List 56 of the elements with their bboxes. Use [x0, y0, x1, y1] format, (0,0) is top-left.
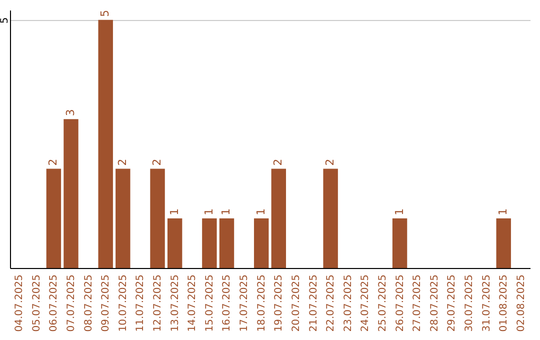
x-tick-label: 15.07.2025: [204, 274, 216, 332]
x-tick-label: 16.07.2025: [222, 274, 233, 332]
x-tick-label: 31.07.2025: [481, 274, 492, 332]
data-label: 1: [220, 208, 233, 216]
x-tick-label: 04.07.2025: [14, 274, 26, 332]
data-label: 2: [116, 158, 129, 166]
x-tick-label: 23.07.2025: [342, 274, 354, 332]
x-tick-label: 25.07.2025: [377, 274, 388, 332]
data-label: 5: [98, 10, 112, 17]
x-tick-label: 17.07.2025: [239, 274, 250, 332]
bar: [496, 218, 511, 268]
x-tick-label: 28.07.2025: [429, 274, 440, 332]
data-label: 1: [254, 208, 268, 216]
x-tick-label: 18.07.2025: [256, 274, 268, 332]
x-tick-label: 21.07.2025: [308, 274, 320, 332]
bar: [98, 20, 113, 268]
data-label: 2: [150, 158, 164, 166]
x-tick-label: 24.07.2025: [360, 274, 372, 332]
x-tick-label: 10.07.2025: [118, 274, 129, 332]
x-tick-label: 13.07.2025: [170, 274, 181, 332]
x-tick-label: 11.07.2025: [135, 274, 146, 332]
x-tick-label: 22.07.2025: [326, 274, 337, 332]
bar: [202, 218, 217, 268]
x-tick-label: 29.07.2025: [446, 274, 458, 332]
x-tick-label: 27.07.2025: [412, 274, 424, 332]
x-tick-label: 07.07.2025: [66, 274, 77, 332]
data-label: 2: [324, 158, 337, 166]
bar: [271, 168, 286, 268]
data-label: 2: [46, 158, 60, 166]
bar: [219, 218, 234, 268]
data-label: 1: [168, 208, 181, 216]
x-tick-label: 20.07.2025: [290, 274, 302, 332]
x-tick-label: 06.07.2025: [48, 274, 60, 332]
x-tick-label: 14.07.2025: [187, 274, 198, 332]
x-tick-label: 30.07.2025: [464, 274, 475, 332]
x-tick-label: 05.07.2025: [31, 274, 42, 332]
x-tick-label: 02.08.2025: [516, 274, 527, 332]
bar: [392, 218, 408, 268]
bar: [167, 218, 182, 268]
data-label: 1: [202, 208, 216, 216]
bar: [64, 119, 78, 268]
x-tick-label: 19.07.2025: [274, 274, 285, 332]
data-label: 1: [496, 208, 510, 216]
bar: [323, 168, 338, 268]
data-label: 2: [272, 158, 285, 166]
bar: [116, 168, 130, 268]
x-tick-label: 01.08.2025: [498, 274, 510, 332]
x-tick-label: 09.07.2025: [100, 274, 112, 332]
x-tick-label: 26.07.2025: [394, 274, 406, 332]
bar: [150, 168, 165, 268]
data-label: 3: [64, 109, 77, 116]
data-label: 1: [392, 208, 406, 216]
bar: [46, 168, 62, 268]
x-tick-label: 12.07.2025: [152, 274, 164, 332]
x-tick-label: 08.07.2025: [83, 274, 94, 332]
bar: [254, 218, 269, 268]
